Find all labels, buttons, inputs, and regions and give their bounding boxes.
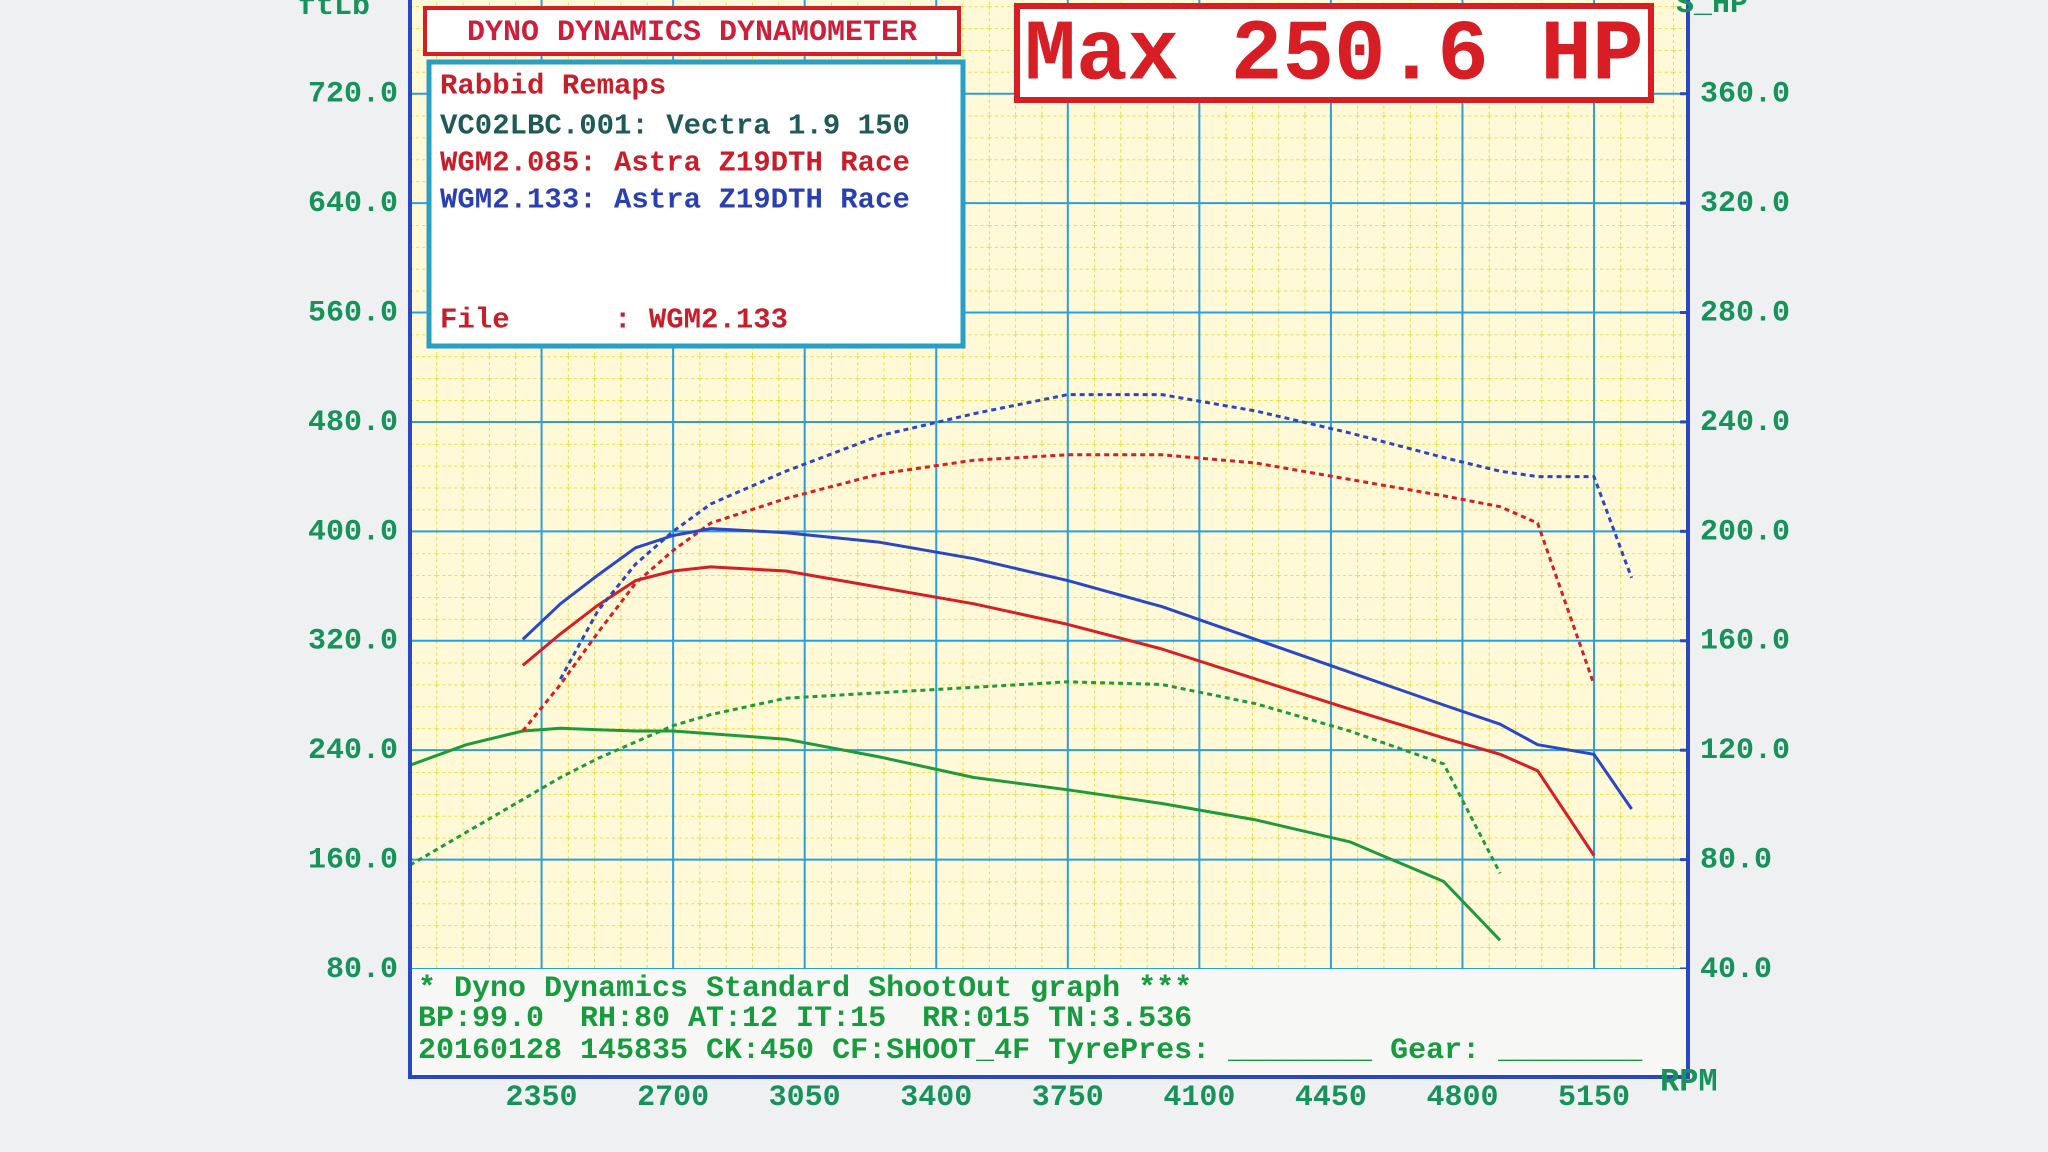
power-line <box>521 453 1596 732</box>
lines <box>409 393 1634 942</box>
footer-area <box>410 969 1688 1077</box>
y2-tick-label: 200.0 <box>1700 515 1790 549</box>
y2-tick-label: 320.0 <box>1700 187 1790 221</box>
footer-line: BP:99.0 RH:80 AT:12 IT:15 RR:015 TN:3.53… <box>418 1002 1192 1036</box>
power-line <box>409 680 1502 874</box>
footer-line: * Dyno Dynamics Standard ShootOut graph … <box>418 972 1192 1006</box>
y2-tick-label: 160.0 <box>1700 625 1790 659</box>
power-line <box>559 393 1634 680</box>
chart-title: DYNO DYNAMICS DYNAMOMETER <box>467 16 917 50</box>
y2-tick-label: 40.0 <box>1700 953 1772 987</box>
torque-line <box>521 565 1596 857</box>
y2-tick-label: 240.0 <box>1700 406 1790 440</box>
x-tick-label: 4450 <box>1295 1081 1367 1115</box>
x-tick-label: 2700 <box>637 1081 709 1115</box>
legend-heading: Rabbid Remaps <box>440 70 666 103</box>
y-tick-label: 400.0 <box>308 515 398 549</box>
y-tick-label: 240.0 <box>308 734 398 768</box>
y-tick-label: 80.0 <box>326 953 398 987</box>
headline-box <box>1014 3 1654 103</box>
x-tick-label: 3050 <box>769 1081 841 1115</box>
y-tick-label: 560.0 <box>308 296 398 330</box>
y2-tick-label: 120.0 <box>1700 734 1790 768</box>
y-axis-label: ftLb <box>298 0 370 24</box>
legend-file: File : WGM2.133 <box>440 304 788 337</box>
torque-line <box>521 527 1633 810</box>
y2-tick-label: 280.0 <box>1700 296 1790 330</box>
y2-tick-label: 360.0 <box>1700 78 1790 112</box>
legend-box <box>426 59 966 349</box>
y2-axis-label: S_HP <box>1676 0 1748 22</box>
y-tick-label: 640.0 <box>308 187 398 221</box>
y2-tick-label: 80.0 <box>1700 844 1772 878</box>
legend-entry: VC02LBC.001: Vectra 1.9 150 <box>440 110 910 143</box>
x-tick-label: 2350 <box>506 1081 578 1115</box>
y-tick-label: 480.0 <box>308 406 398 440</box>
torque-line <box>409 726 1502 942</box>
y-tick-label: 720.0 <box>308 78 398 112</box>
title-box <box>423 6 961 56</box>
frame <box>408 0 1690 1079</box>
y-tick-label: 160.0 <box>308 844 398 878</box>
x-tick-label: 3400 <box>900 1081 972 1115</box>
legend-entry: WGM2.085: Astra Z19DTH Race <box>440 147 910 180</box>
x-axis-label: RPM <box>1660 1063 1718 1100</box>
legend-entry: WGM2.133: Astra Z19DTH Race <box>440 184 910 217</box>
headline: Max 250.6 HP <box>1024 7 1643 105</box>
x-tick-label: 4100 <box>1163 1081 1235 1115</box>
x-tick-label: 4800 <box>1426 1081 1498 1115</box>
x-tick-label: 3750 <box>1032 1081 1104 1115</box>
x-tick-label: 5150 <box>1558 1081 1630 1115</box>
footer-line: 20160128 145835 CK:450 CF:SHOOT_4F TyreP… <box>418 1034 1643 1068</box>
y-tick-label: 320.0 <box>308 625 398 659</box>
